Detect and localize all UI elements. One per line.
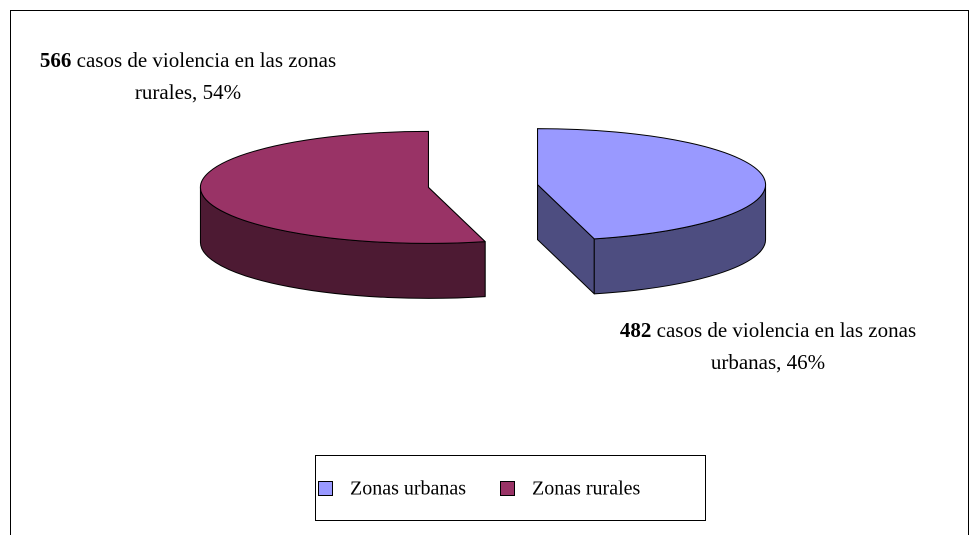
percent: 46%: [786, 350, 826, 374]
legend-swatch: [318, 481, 333, 496]
data-label: 566 casos de violencia en las zonas rura…: [28, 44, 348, 108]
count: 482: [619, 318, 652, 342]
slice: [199, 130, 486, 244]
legend-label: Zonas rurales: [532, 478, 641, 500]
count: 566: [39, 48, 72, 72]
slice: [537, 128, 767, 240]
chart-border: [10, 10, 969, 535]
percent: 54%: [202, 80, 242, 104]
data-label: 482 casos de violencia en las zonas urba…: [608, 314, 928, 378]
label-text: casos de violencia en las zonas urbanas,: [656, 318, 917, 374]
legend-label: Zonas urbanas: [350, 478, 466, 500]
legend-swatch: [500, 481, 515, 496]
label-text: casos de violencia en las zonas rurales,: [76, 48, 337, 104]
